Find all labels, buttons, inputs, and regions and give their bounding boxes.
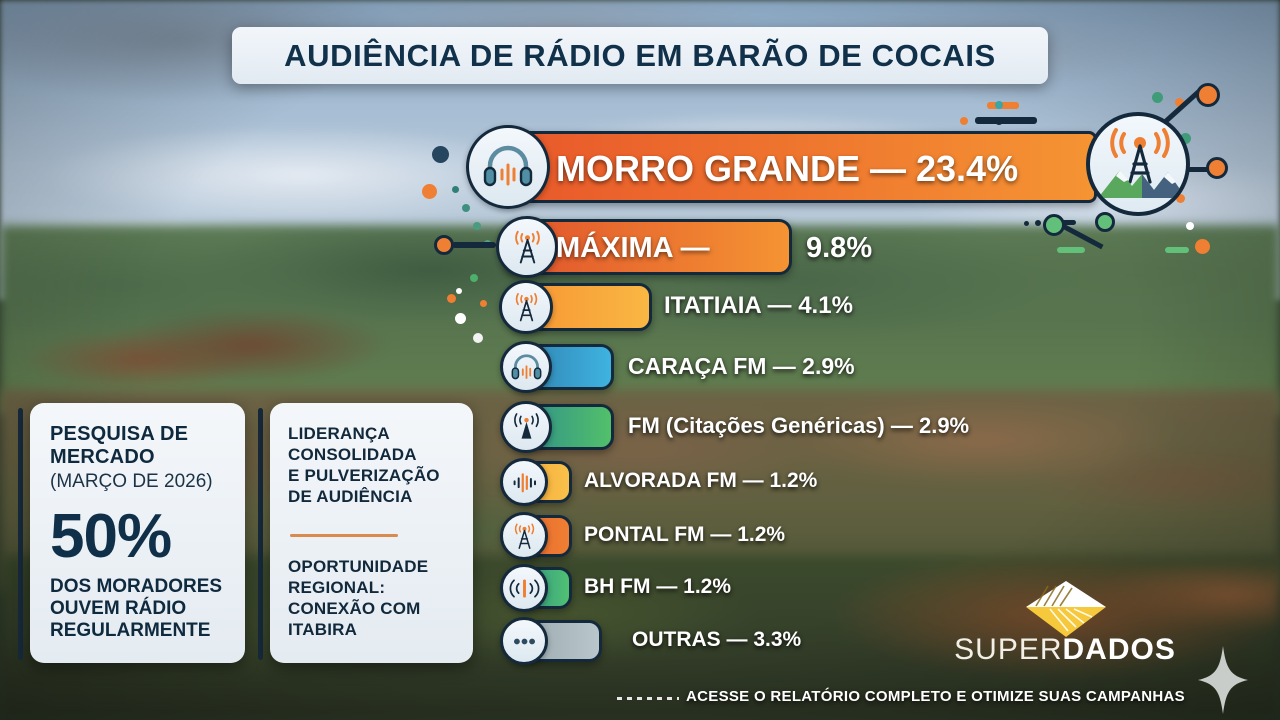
bar-label-6: ALVORADA FM — 1.2%	[584, 469, 818, 492]
waveform-icon	[500, 458, 548, 506]
decorative-dot-white-2	[473, 333, 483, 343]
badge-node-green-small	[1095, 212, 1115, 232]
card-research: PESQUISA DE MERCADO (MARÇO DE 2026) 50% …	[30, 403, 245, 663]
radio-mountain-badge-icon	[1086, 112, 1190, 216]
decorative-dot-white-small	[456, 288, 462, 294]
footer-dotted-line	[617, 697, 679, 700]
card-research-desc1: DOS MORADORES	[50, 576, 223, 597]
page-title: AUDIÊNCIA DE RÁDIO EM BARÃO DE COCAIS	[284, 37, 996, 73]
card-insights-b2-l1: OPORTUNIDADE	[288, 557, 429, 576]
decorative-dot-orange-mid	[422, 184, 437, 199]
headphones-wave-icon	[500, 341, 552, 393]
card-research-desc2: OUVEM RÁDIO	[50, 598, 187, 619]
signal-waves-icon	[500, 564, 548, 612]
card-insights-b1-l4: DE AUDIÊNCIA	[288, 487, 413, 506]
decorative-dash-orange	[987, 102, 1019, 109]
decorative-dot-green-right	[1180, 133, 1191, 144]
decorative-dot-teal	[995, 101, 1003, 109]
bar-label-5: FM (Citações Genéricas) — 2.9%	[628, 413, 970, 438]
card-insights-b1-l2: CONSOLIDADA	[288, 445, 417, 464]
badge-node-top	[1196, 83, 1220, 107]
radio-tower-icon	[499, 280, 553, 334]
decorative-dot-navy-right	[1035, 220, 1041, 226]
card-research-stat: 50%	[50, 502, 172, 571]
card-research-line1: PESQUISA DE	[50, 423, 189, 445]
decorative-dot-orange	[960, 117, 968, 125]
card-insights-b1-l1: LIDERANÇA	[288, 424, 390, 443]
decorative-dot-green-small	[470, 274, 478, 282]
bar-label-7: PONTAL FM — 1.2%	[584, 523, 786, 546]
footer-cta: ACESSE O RELATÓRIO COMPLETO E OTIMIZE SU…	[686, 688, 1185, 705]
card-research-line2: MERCADO	[50, 446, 155, 468]
card-insights: LIDERANÇA CONSOLIDADA E PULVERIZAÇÃO DE …	[270, 403, 473, 663]
brand-logo: SUPERDADOS	[940, 581, 1190, 670]
bar-label-2: MÁXIMA —	[556, 232, 710, 264]
decorative-dot-navy	[995, 117, 1003, 125]
decorative-dot-teal-small-3	[473, 222, 481, 230]
card-insights-b2-l3: CONEXÃO COM	[288, 599, 421, 618]
bar-1[interactable]	[497, 131, 1097, 203]
bar-label-9: OUTRAS — 3.3%	[632, 628, 802, 651]
radio-tower-icon	[500, 512, 548, 560]
bar-label-1: MORRO GRANDE — 23.4%	[556, 148, 1019, 189]
brand-name-light: SUPER	[954, 633, 1063, 666]
page-title-card: AUDIÊNCIA DE RÁDIO EM BARÃO DE COCAIS	[232, 27, 1048, 84]
brand-name-bold: DADOS	[1062, 633, 1176, 666]
bar-label-3: ITATIAIA — 4.1%	[664, 292, 853, 319]
badge-node-bottom-left	[1043, 214, 1065, 236]
decorative-dot-teal-small	[452, 186, 459, 193]
decorative-dot-orange-small	[447, 294, 456, 303]
bar-label-8: BH FM — 1.2%	[584, 575, 732, 598]
headphones-wave-icon	[466, 125, 550, 209]
card-accent-insights	[258, 408, 263, 660]
decorative-dot-navy-large	[432, 146, 449, 163]
decorative-line-navy	[452, 242, 496, 248]
brand-logo-text: SUPERDADOS	[940, 633, 1190, 667]
card-accent-research	[18, 408, 23, 660]
card-insights-divider	[290, 534, 398, 537]
card-insights-b2-l4: ITABIRA	[288, 620, 358, 639]
decorative-dash-teal-right	[1165, 247, 1189, 253]
radio-tower-icon	[496, 216, 558, 278]
sparkle-icon	[1198, 646, 1248, 714]
card-research-desc3: REGULARMENTE	[50, 620, 211, 641]
decorative-dot-orange-top-right	[1175, 98, 1184, 107]
bar-label-4: CARAÇA FM — 2.9%	[628, 353, 855, 379]
broadcast-signal-icon	[500, 401, 552, 453]
decorative-dot-green-top-right	[1152, 92, 1163, 103]
decorative-dot-orange-right	[1176, 194, 1185, 203]
diamond-logo-icon	[1026, 581, 1106, 637]
decorative-dash-navy	[975, 117, 1037, 124]
card-insights-b1-l3: E PULVERIZAÇÃO	[288, 466, 440, 485]
badge-node-right	[1206, 157, 1228, 179]
decorative-dash-green-right	[1057, 247, 1085, 253]
bar-value-2: 9.8%	[806, 232, 873, 264]
ellipsis-icon	[500, 617, 548, 665]
decorative-dot-white-right	[1186, 222, 1194, 230]
decorative-dot-orange-right-2	[1195, 239, 1210, 254]
card-insights-b2-l2: REGIONAL:	[288, 578, 386, 597]
badge-connector-right	[1170, 167, 1212, 172]
decorative-dot-white	[455, 313, 466, 324]
card-research-period: (MARÇO DE 2026)	[50, 471, 213, 492]
decorative-dot-teal-small-2	[462, 204, 470, 212]
decorative-dot-orange-tiny	[480, 300, 487, 307]
decorative-dot-navy-right-2	[1024, 221, 1029, 226]
